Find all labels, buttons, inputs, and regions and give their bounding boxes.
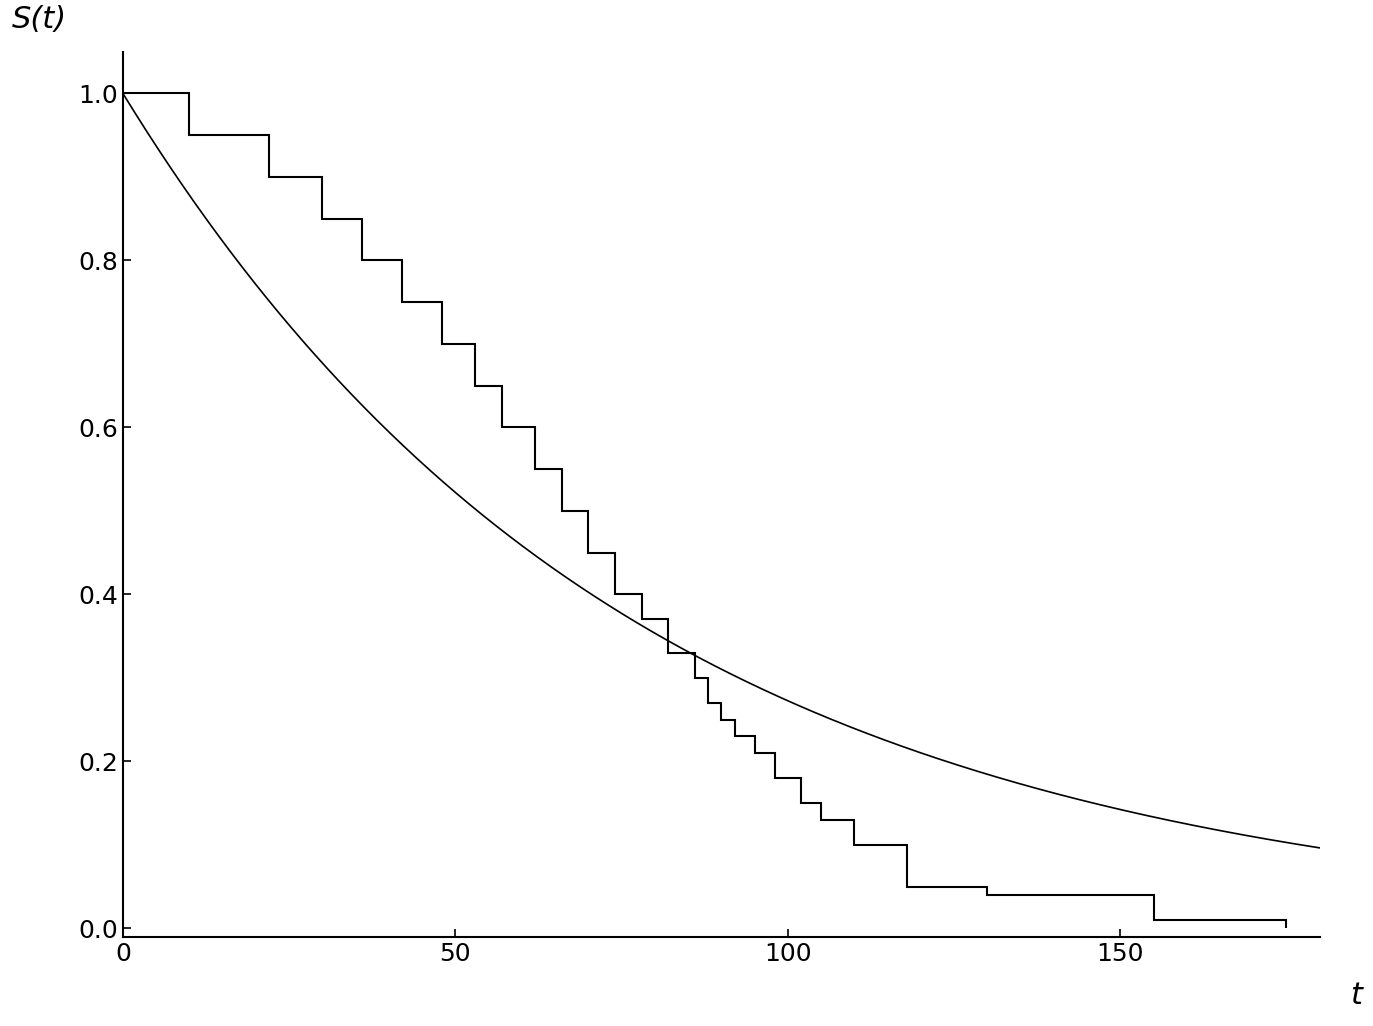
X-axis label: t: t xyxy=(1350,981,1362,1010)
Y-axis label: S(t): S(t) xyxy=(11,5,67,34)
